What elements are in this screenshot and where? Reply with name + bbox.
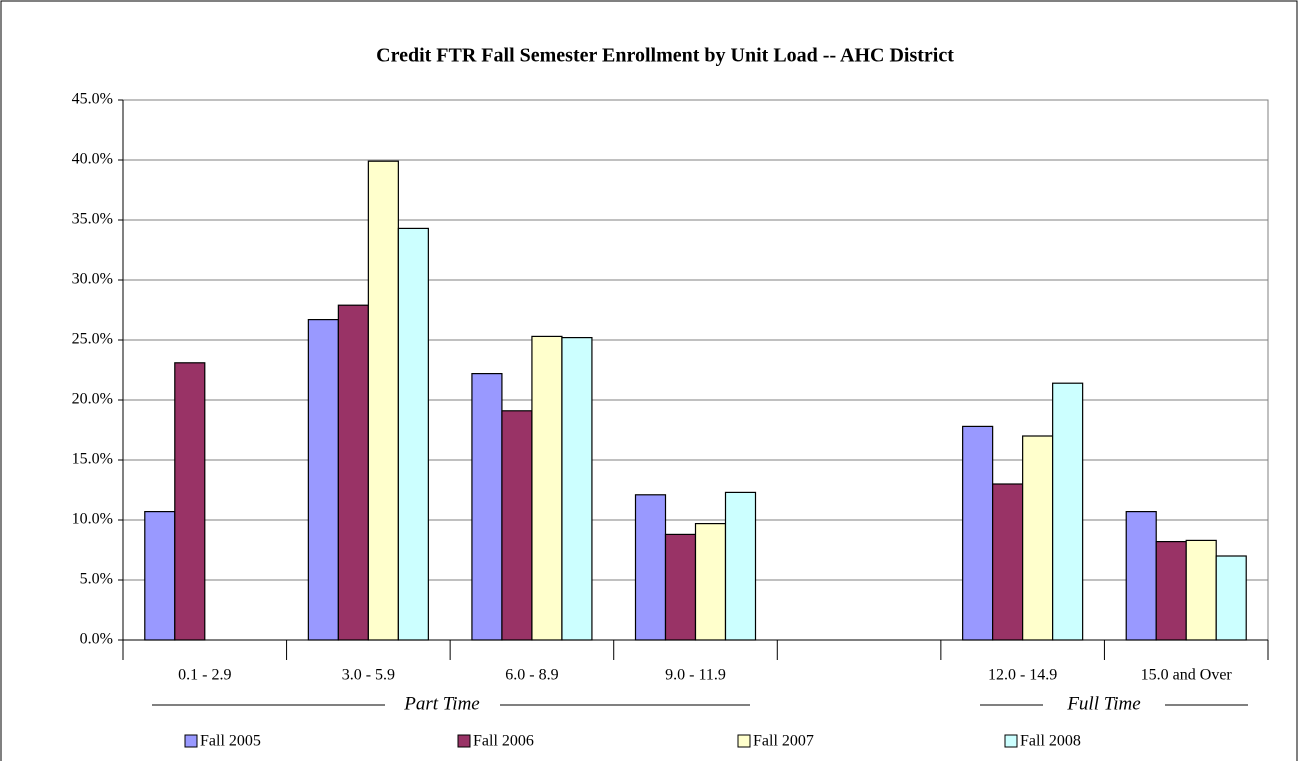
x-tick-label: 12.0 - 14.9: [988, 667, 1057, 684]
y-tick-label: 40.0%: [72, 151, 113, 168]
bar: [962, 425, 994, 641]
legend-swatch: [737, 734, 751, 748]
y-tick-label: 5.0%: [80, 571, 113, 588]
chart-title: Credit FTR Fall Semester Enrollment by U…: [376, 45, 954, 67]
y-tick-label: 30.0%: [72, 271, 113, 288]
bar: [1215, 555, 1247, 641]
legend-swatch: [457, 734, 471, 748]
bar: [367, 160, 399, 641]
y-tick-label: 45.0%: [72, 91, 113, 108]
bar: [337, 304, 369, 641]
bar: [174, 362, 206, 641]
x-tick-label: 0.1 - 2.9: [178, 667, 231, 684]
annotation: Part Time: [403, 693, 479, 714]
bar: [1052, 382, 1084, 641]
bar: [694, 522, 727, 641]
bar: [561, 337, 593, 641]
bar: [1155, 540, 1187, 641]
annotation: Full Time: [1066, 693, 1140, 714]
bar: [471, 373, 503, 641]
legend-label: Fall 2008: [1020, 733, 1081, 750]
x-tick-label: 15.0 and Over: [1141, 667, 1233, 684]
bar: [307, 319, 339, 641]
bar: [664, 533, 697, 641]
legend-swatch: [184, 734, 198, 748]
bar: [531, 335, 563, 641]
bar: [1022, 435, 1054, 641]
y-tick-label: 0.0%: [80, 631, 113, 648]
bar: [724, 491, 757, 641]
y-tick-label: 10.0%: [72, 511, 113, 528]
bar: [397, 227, 429, 641]
legend-label: Fall 2005: [200, 733, 261, 750]
y-tick-label: 15.0%: [72, 451, 113, 468]
x-tick-label: 6.0 - 8.9: [505, 667, 558, 684]
y-tick-label: 25.0%: [72, 331, 113, 348]
x-tick-label: 9.0 - 11.9: [665, 667, 726, 684]
bar: [1185, 539, 1217, 641]
bar: [1125, 511, 1157, 641]
y-tick-label: 35.0%: [72, 211, 113, 228]
legend-swatch: [1004, 734, 1018, 748]
x-tick-label: 3.0 - 5.9: [342, 667, 395, 684]
bar: [634, 494, 667, 641]
y-tick-label: 20.0%: [72, 391, 113, 408]
bar: [501, 410, 533, 641]
legend-label: Fall 2006: [473, 733, 534, 750]
bar: [992, 483, 1024, 641]
bar: [144, 511, 176, 641]
legend-label: Fall 2007: [753, 733, 814, 750]
